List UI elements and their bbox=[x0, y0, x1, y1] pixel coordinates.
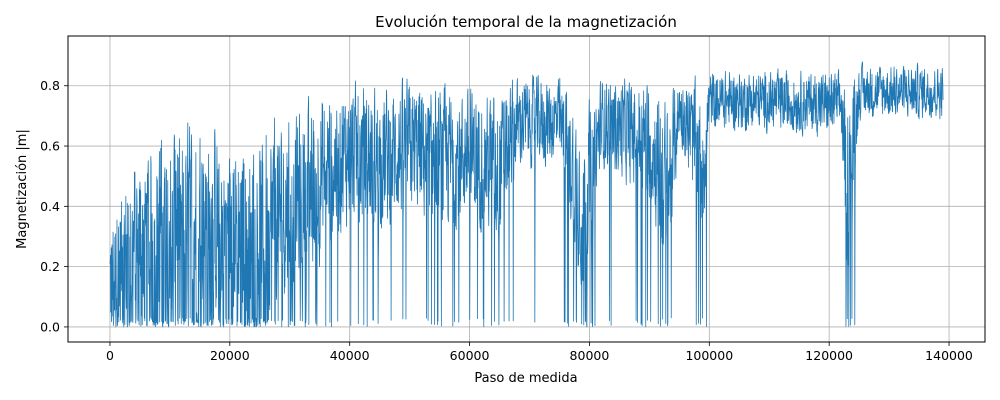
x-tick-label: 0 bbox=[106, 348, 114, 363]
x-tick-label: 40000 bbox=[330, 348, 370, 363]
grid-lines bbox=[68, 36, 985, 342]
x-tick-label: 80000 bbox=[570, 348, 610, 363]
x-tick-label: 140000 bbox=[925, 348, 973, 363]
y-axis-label: Magnetización |m| bbox=[15, 129, 30, 249]
x-tick-label: 60000 bbox=[450, 348, 490, 363]
y-axis: 0.0 0.2 0.4 0.6 0.8 bbox=[40, 78, 68, 334]
y-tick-label: 0.0 bbox=[40, 319, 60, 334]
axes-frame bbox=[67, 35, 986, 343]
y-tick-label: 0.4 bbox=[40, 199, 60, 214]
chart-title: Evolución temporal de la magnetización bbox=[375, 13, 677, 31]
x-tick-label: 120000 bbox=[805, 348, 853, 363]
x-tick-label: 20000 bbox=[210, 348, 250, 363]
x-axis: 0 20000 40000 60000 80000 100000 120000 140000 bbox=[106, 342, 973, 363]
series-line bbox=[109, 61, 944, 328]
x-axis-label: Paso de medida bbox=[474, 371, 577, 386]
plot-area bbox=[109, 61, 944, 328]
y-tick-label: 0.8 bbox=[40, 78, 60, 93]
y-tick-label: 0.6 bbox=[40, 139, 60, 154]
x-tick-label: 100000 bbox=[685, 348, 733, 363]
y-tick-label: 0.2 bbox=[40, 259, 60, 274]
